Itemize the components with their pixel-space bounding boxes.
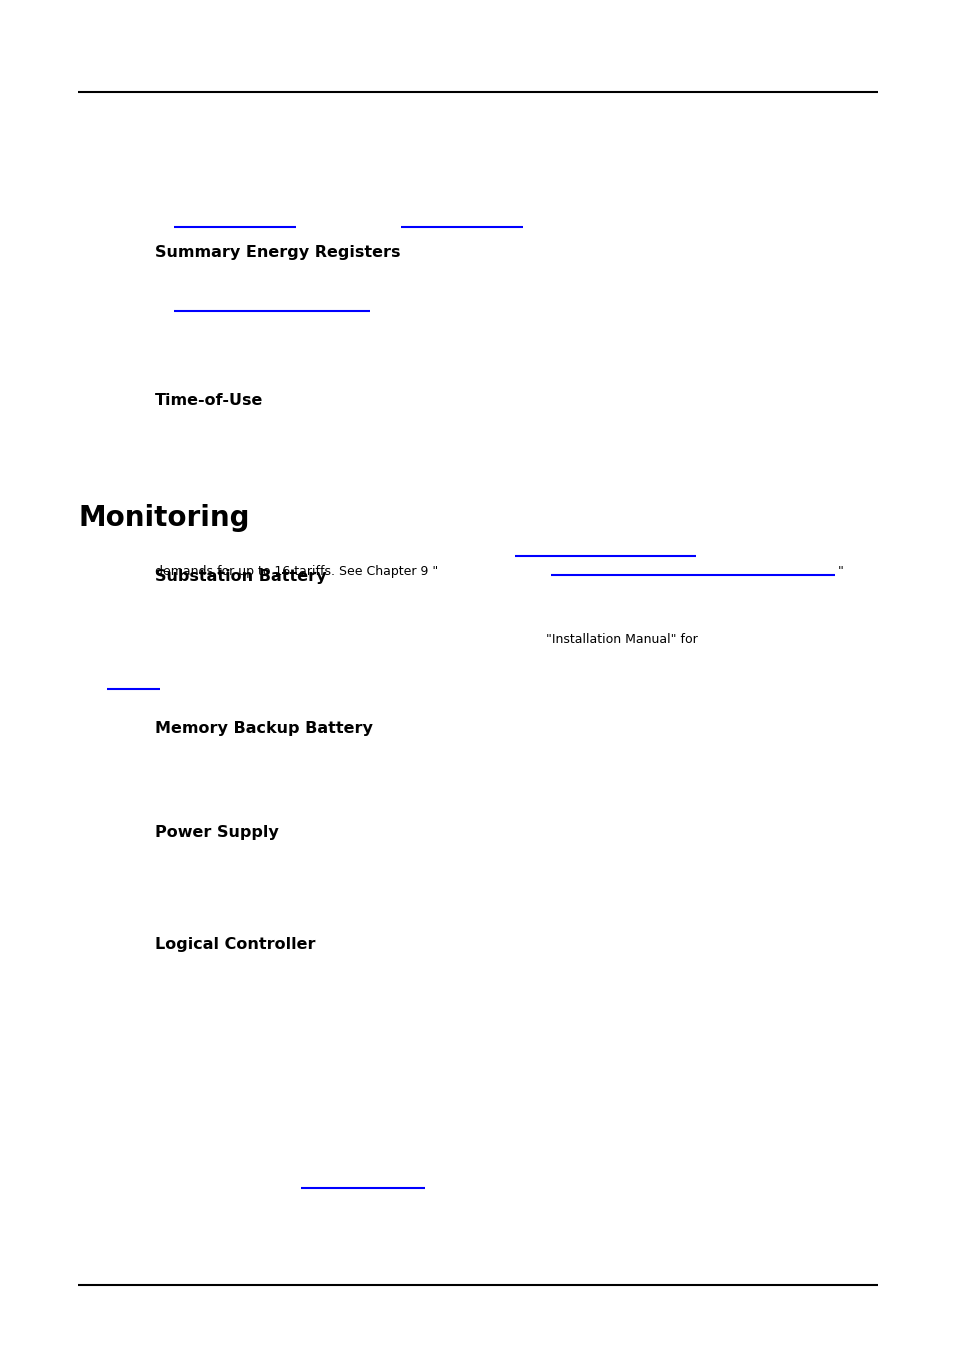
- Text: Memory Backup Battery: Memory Backup Battery: [154, 721, 372, 736]
- Text: Logical Controller: Logical Controller: [154, 937, 314, 952]
- Text: Summary Energy Registers: Summary Energy Registers: [154, 244, 399, 259]
- Text: Time-of-Use: Time-of-Use: [154, 393, 263, 408]
- Text: Power Supply: Power Supply: [154, 825, 278, 840]
- Text: Monitoring: Monitoring: [78, 505, 250, 532]
- Text: demands for up to 16 tariffs. See Chapter 9 ": demands for up to 16 tariffs. See Chapte…: [154, 566, 437, 578]
- Text: ": ": [837, 566, 842, 578]
- Text: Substation Battery: Substation Battery: [154, 568, 326, 583]
- Text: "Installation Manual" for: "Installation Manual" for: [545, 633, 697, 645]
